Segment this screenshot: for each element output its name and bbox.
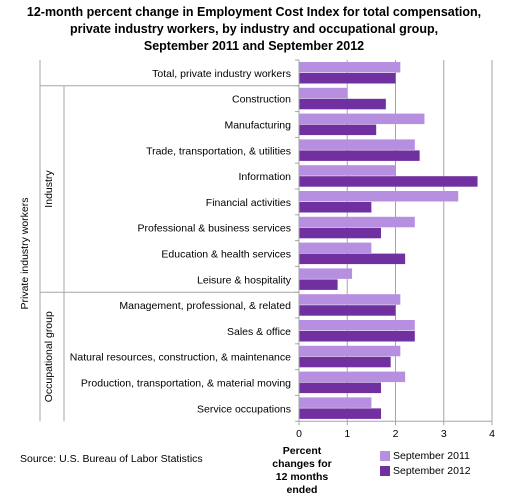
category-label: Production, transportation, & material m… [81, 378, 291, 390]
legend-item-sep-2012: September 2012 [380, 463, 471, 478]
legend-swatch-sep-2012 [380, 465, 390, 476]
bar-sep-2012 [299, 124, 377, 136]
category-label: Financial activities [206, 197, 291, 209]
bar-sep-2011 [299, 113, 425, 125]
bar-sep-2012 [299, 73, 396, 84]
bar-sep-2012 [299, 305, 396, 316]
bar-sep-2012 [299, 382, 382, 394]
category-label: Education & health services [161, 249, 291, 261]
category-label: Service occupations [197, 403, 291, 415]
bar-sep-2012 [299, 98, 386, 110]
bar-sep-2011 [299, 242, 372, 254]
x-axis-label-line: 12 months ended [275, 471, 329, 496]
bar-sep-2011 [299, 371, 406, 383]
category-label: Trade, transportation, & utilities [146, 145, 291, 157]
bar-sep-2011 [299, 294, 401, 305]
x-tick-label: 2 [393, 428, 399, 440]
bar-sep-2012 [299, 331, 415, 342]
category-label: Total, private industry workers [152, 68, 291, 80]
bar-sep-2012 [299, 356, 391, 368]
legend: September 2011 September 2012 [380, 448, 471, 478]
category-label: Construction [232, 94, 291, 106]
category-label: Professional & business services [138, 223, 292, 235]
category-label: Leisure & hospitality [197, 274, 292, 286]
bar-sep-2012 [299, 227, 382, 239]
chart-title: 12-month percent change in Employment Co… [0, 4, 508, 55]
bar-sep-2011 [299, 216, 415, 228]
category-label: Manufacturing [224, 120, 291, 132]
y-axis-label: Private industry workers [19, 197, 31, 309]
chart-title-line: September 2011 and September 2012 [143, 39, 365, 53]
group-label: Industry [43, 170, 55, 208]
bar-sep-2012 [299, 176, 478, 187]
x-tick-label: 0 [296, 428, 302, 440]
bar-sep-2011 [299, 87, 348, 99]
source-note: Source: U.S. Bureau of Labor Statistics [20, 453, 203, 465]
bar-sep-2011 [299, 62, 401, 73]
bar-sep-2012 [299, 408, 382, 419]
legend-item-sep-2011: September 2011 [380, 448, 471, 463]
x-axis-label: Percent changes for 12 months ended [262, 445, 342, 497]
bar-sep-2011 [299, 268, 353, 279]
bar-sep-2011 [299, 139, 415, 150]
category-label: Information [238, 171, 291, 183]
bar-sep-2011 [299, 345, 401, 357]
category-label: Sales & office [227, 326, 291, 338]
category-label: Management, professional, & related [119, 300, 291, 312]
x-tick-label: 1 [344, 428, 350, 440]
group-label: Occupational group [43, 311, 55, 402]
legend-label-sep-2012: September 2012 [393, 464, 471, 477]
bar-sep-2011 [299, 397, 372, 408]
x-tick-label: 3 [441, 428, 447, 440]
chart-title-line: 12-month percent change in Employment Co… [26, 5, 482, 19]
legend-label-sep-2011: September 2011 [393, 449, 470, 462]
chart-title-line: private industry workers, by industry an… [69, 22, 439, 36]
bar-sep-2012 [299, 253, 406, 265]
x-axis-label-line: Percent changes for [272, 445, 332, 470]
x-tick-label: 4 [489, 428, 495, 440]
category-label: Natural resources, construction, & maint… [70, 352, 291, 364]
bar-chart: 0 1 2 3 4 Industry Occupational group Private i… [19, 59, 495, 440]
bar-sep-2012 [299, 150, 420, 161]
bar-sep-2012 [299, 202, 372, 213]
legend-swatch-sep-2011 [380, 450, 390, 461]
bar-sep-2011 [299, 165, 396, 176]
bar-sep-2011 [299, 191, 459, 202]
bar-sep-2011 [299, 320, 415, 331]
bar-sep-2012 [299, 279, 338, 290]
